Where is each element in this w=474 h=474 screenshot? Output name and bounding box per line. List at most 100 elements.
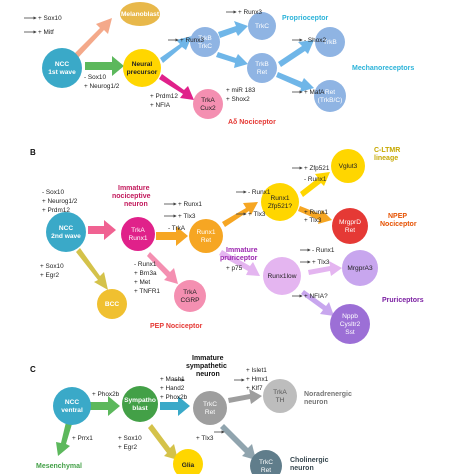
svg-text:Immaturepruriceptor: Immature pruriceptor xyxy=(220,247,258,262)
label-a-mitf: + Mitf xyxy=(38,29,54,36)
caption-pep: PEP Nociceptor xyxy=(150,323,203,330)
label-a-mafa: + MafA xyxy=(304,89,325,96)
caption-ad-nociceptor: Aδ Nociceptor xyxy=(228,119,276,126)
label-b-sox10p: + Sox10 xyxy=(40,263,64,270)
node-runx1-ret xyxy=(189,219,223,253)
zfp-label-1: Runx1 xyxy=(270,195,289,202)
arrow-ncc-neural xyxy=(85,56,124,76)
label-b-met: + Met xyxy=(134,279,150,286)
nppb-label-2: Cysltr2 xyxy=(340,321,361,328)
trkcret-label-2: Ret xyxy=(205,409,215,416)
caption-immature-symp-2: sympathetic xyxy=(186,363,227,370)
label-b-runx1e: + Runx1 xyxy=(304,209,328,216)
caption-immature-noci-3: neuron xyxy=(124,201,148,208)
caption-noradrenergic-2: neuron xyxy=(304,399,328,406)
label-b-runx1: + Runx1 xyxy=(178,201,202,208)
label-c-hmx1: + Hmx1 xyxy=(246,376,269,383)
mrgpra3-label: MrgprA3 xyxy=(347,265,373,272)
label-b-p75: + p75 xyxy=(226,265,243,272)
node-ncc-2nd-wave xyxy=(46,212,86,252)
trkbtrkc-label-2: TrkC xyxy=(198,43,212,50)
label-a-neurog: + Neurog1/2 xyxy=(84,83,120,90)
ncc-wave-label: 1st wave xyxy=(48,69,76,76)
trkacux2-label-2: Cux2 xyxy=(200,105,216,112)
trkc-label: TrkC xyxy=(255,23,269,30)
neural-label-2: precursor xyxy=(127,69,158,76)
label-c-tlx3: + Tlx3 xyxy=(196,435,214,442)
label-a-shox2b: - Shox2 xyxy=(304,37,326,44)
caption-mesenchymal: Mesenchymal xyxy=(36,463,82,470)
cgrp-label-1: TrkA xyxy=(183,289,197,296)
runx1low-label: Runx1low xyxy=(268,273,297,280)
arrow-ncc-mesenchymal xyxy=(56,422,72,456)
trkarunx1-label-1: TrkA xyxy=(131,227,145,234)
ncc2-label-1: NCC xyxy=(59,225,74,232)
node-trka-th xyxy=(263,379,297,413)
svg-text:Noradrenergicneuron: Noradrenergic neuron xyxy=(304,391,352,406)
melanoblast-label: Melanoblast xyxy=(121,11,160,18)
trkbret-label-2: Ret xyxy=(257,69,267,76)
arrow-trka-cgrp xyxy=(147,252,178,284)
node-trkc-ret xyxy=(193,391,227,425)
arrow-sympatho-glia xyxy=(148,424,178,460)
caption-cholinergic-2: neuron xyxy=(290,465,314,472)
trkarunx1-label-2: Runx1 xyxy=(128,235,147,242)
label-b-nfia: + NFIA? xyxy=(304,293,328,300)
svg-text:Immaturenociceptiveneuron: Immature nociceptive neuron xyxy=(112,185,151,208)
caption-proprioceptor: Proprioceptor xyxy=(282,15,329,22)
label-b-neurog: + Neurog1/2 xyxy=(42,198,78,205)
runx1ret-label-2: Ret xyxy=(201,237,211,244)
label-c-hand2: + Hand2 xyxy=(160,385,185,392)
trkath-label-1: TrkA xyxy=(273,389,287,396)
trkcret2-label-2: Ret xyxy=(261,467,271,474)
label-c-mash1: + Mash1 xyxy=(160,376,185,383)
caption-immature-noci-2: nociceptive xyxy=(112,193,151,200)
runx1ret-label-1: Runx1 xyxy=(196,229,215,236)
label-b-sox10: - Sox10 xyxy=(42,189,64,196)
label-c-phox2b2: + Phox2b xyxy=(160,394,188,401)
label-a-runx3b: + Runx3 xyxy=(180,37,204,44)
label-a-shox2a: + Shox2 xyxy=(226,96,250,103)
node-ret-trkbc xyxy=(314,80,346,112)
caption-pruriceptors: Pruriceptors xyxy=(382,297,424,304)
caption-cltmr-2: lineage xyxy=(374,155,398,162)
caption-cholinergic-1: Cholinergic xyxy=(290,457,329,464)
mrgprd-label-1: MrgprD xyxy=(339,219,361,226)
nppb-label-3: Sst xyxy=(345,329,355,336)
panel-b: B NCC 2nd wave TrkA Runx1 Runx1 Ret Runx… xyxy=(30,147,424,344)
panel-c-letter: C xyxy=(30,365,36,374)
caption-npep-1: NPEP xyxy=(388,213,407,220)
mrgprd-label-2: Ret xyxy=(345,227,355,234)
caption-immature-prur-1: Immature xyxy=(226,247,258,254)
label-b-runx1f: - Runx1 xyxy=(312,247,335,254)
label-a-sox10: + Sox10 xyxy=(38,15,62,22)
ventral-label-2: ventral xyxy=(61,407,83,414)
arrow-trkbret-trkb xyxy=(278,40,314,67)
label-a-mir183: + miR 183 xyxy=(226,87,256,94)
label-b-runx1d: - Runx1 xyxy=(304,176,327,183)
trkcret-label-1: TrkC xyxy=(203,401,217,408)
nppb-label-1: Nppb xyxy=(342,313,358,320)
arrow-ncc2-trka xyxy=(88,220,116,240)
trkacux2-label-1: TrkA xyxy=(201,97,215,104)
label-a-prdm12: + Prdm12 xyxy=(150,93,178,100)
panel-a: NCC 1st wave Melanoblast Neural precurso… xyxy=(24,2,414,126)
arrow-trkc-trkc2 xyxy=(220,424,256,460)
caption-immature-noci-1: Immature xyxy=(118,185,150,192)
caption-noradrenergic-1: Noradrenergic xyxy=(304,391,352,398)
arrow-ncc-sympatho xyxy=(90,396,120,416)
label-c-klf7: + Klf7 xyxy=(246,385,263,392)
cgrp-label-2: CGRP xyxy=(180,297,200,304)
node-trka-cgrp xyxy=(174,280,206,312)
label-b-brn3a: + Brn3a xyxy=(134,270,157,277)
trkbret-label-1: TrkB xyxy=(255,61,269,68)
ncc2-label-2: 2nd wave xyxy=(51,233,81,240)
ncc-label: NCC xyxy=(55,61,70,68)
arrow-ncc-melanoblast xyxy=(72,18,112,60)
trkath-label-2: TH xyxy=(276,397,285,404)
zfp-label-2: Zfp521? xyxy=(268,203,293,210)
panel-b-letter: B xyxy=(30,148,36,157)
svg-text:Immaturesympatheticneuron: Immature sympathetic neuron xyxy=(186,355,227,378)
caption-immature-symp-1: Immature xyxy=(192,355,224,362)
